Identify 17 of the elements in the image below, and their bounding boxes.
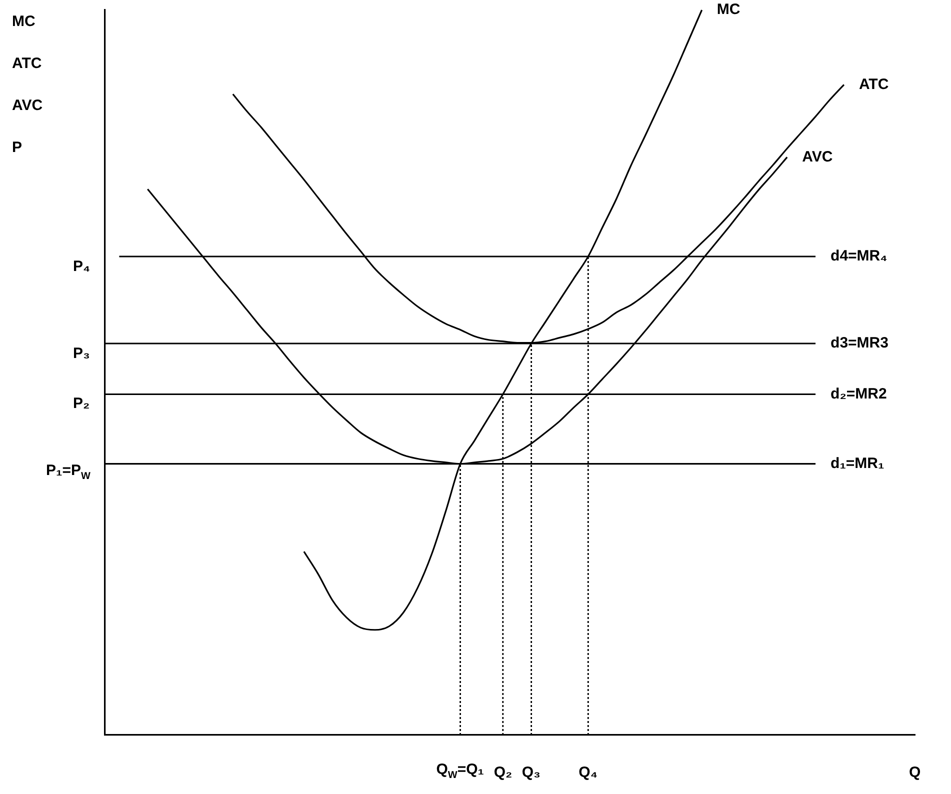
- x-tick-label: Q₄: [578, 764, 598, 782]
- series-label: ATC: [858, 76, 889, 93]
- series-label: d₂=MR2: [830, 385, 887, 402]
- series-label: d3=MR3: [830, 334, 888, 352]
- x-tick-label: Q₃: [522, 764, 540, 782]
- text: P₃: [73, 344, 90, 362]
- series-label: MC: [716, 1, 740, 18]
- text: P₂: [73, 395, 90, 414]
- text: P₄: [73, 258, 90, 276]
- series-label: d4=MR₄: [830, 248, 888, 265]
- text: P₁=P$_{W}$: [46, 462, 90, 484]
- x-tick-label: Q$_{W}$=Q₁: [436, 761, 484, 783]
- text: MC ATC AVC P: [12, 13, 43, 156]
- x-axis-title: Q: [909, 764, 921, 782]
- x-tick-label: Q₂: [494, 764, 512, 782]
- series-label: AVC: [802, 148, 833, 166]
- series-label: d₁=MR₁: [830, 454, 884, 472]
